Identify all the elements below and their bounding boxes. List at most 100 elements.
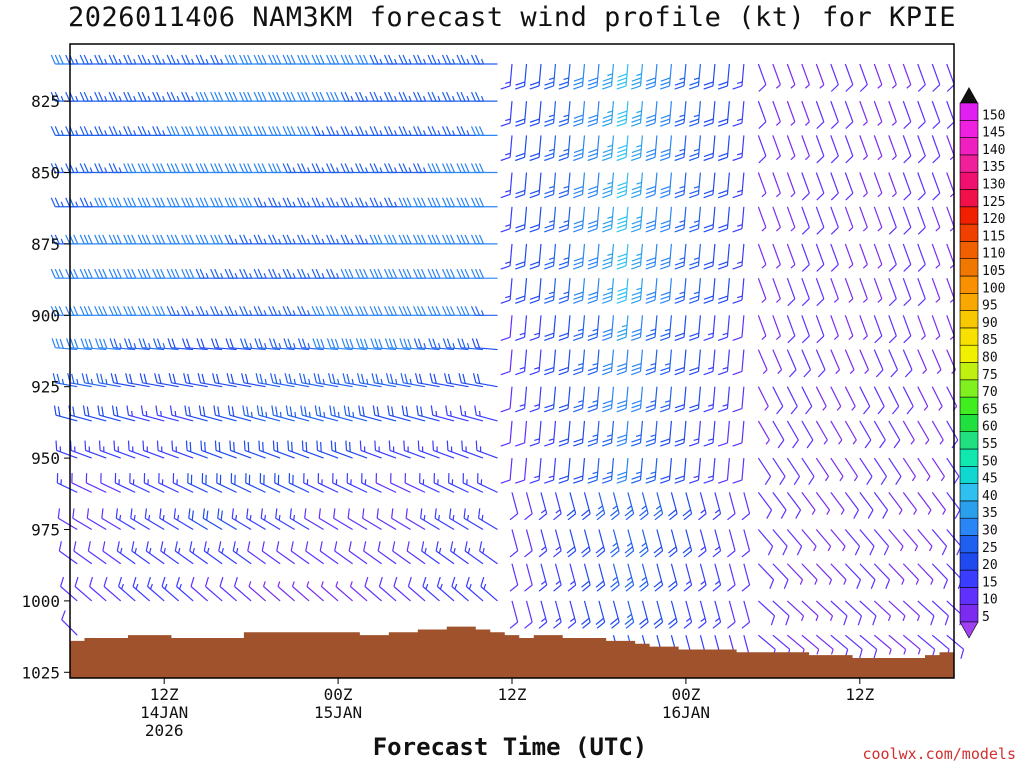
barb-flag-5kt: [722, 404, 728, 407]
barb-staff: [538, 243, 542, 266]
barb-flag-10kt: [602, 156, 612, 162]
barb-flag-10kt: [602, 442, 612, 447]
barb-flag-10kt: [83, 54, 89, 65]
barb-flag-10kt: [203, 91, 209, 102]
barb-flag-10kt: [55, 338, 60, 349]
barb-flag-10kt: [553, 584, 562, 592]
barb-flag-10kt: [587, 370, 598, 376]
barb-flag-5kt: [540, 509, 547, 514]
barb-staff: [202, 517, 223, 531]
barb-flag-10kt: [617, 328, 627, 334]
barb-flag-5kt: [351, 378, 354, 385]
barb-flag-10kt: [659, 299, 670, 304]
barb-flag-5kt: [292, 272, 296, 279]
barb-flag-5kt: [833, 298, 839, 303]
wind-barb: [917, 386, 929, 411]
wind-barb: [143, 473, 165, 493]
barb-flag-10kt: [402, 54, 408, 65]
barb-flag-10kt: [302, 373, 307, 384]
barb-flag-10kt: [103, 576, 108, 587]
barb-staff: [450, 550, 469, 565]
wind-barb: [844, 386, 856, 411]
wind-barb: [616, 386, 629, 413]
wind-barb: [558, 63, 571, 90]
wind-barb: [253, 197, 281, 208]
barb-staff: [844, 457, 858, 477]
barb-flag-10kt: [631, 148, 642, 154]
barb-flag-10kt: [320, 441, 322, 452]
barb-staff: [902, 420, 915, 441]
wind-barb: [917, 243, 926, 272]
barb-flag-10kt: [181, 126, 187, 136]
barb-flag-10kt: [420, 306, 427, 316]
barb-flag-10kt: [888, 264, 897, 272]
barb-flag-10kt: [52, 373, 57, 383]
wind-barb: [254, 338, 281, 351]
wind-barb: [630, 101, 644, 127]
wind-barb: [260, 508, 281, 531]
wind-barb: [573, 349, 586, 376]
barb-flag-10kt: [688, 408, 699, 413]
wind-barb: [602, 243, 615, 270]
barb-flag-10kt: [155, 405, 159, 416]
barb-flag-5kt: [89, 201, 93, 208]
barb-staff: [888, 63, 897, 85]
barb-flag-5kt: [148, 343, 151, 349]
wind-barb: [888, 206, 897, 235]
wind-barb: [515, 458, 528, 484]
barb-staff: [741, 206, 745, 229]
barb-flag-10kt: [291, 441, 293, 452]
barb-flag-10kt: [457, 338, 462, 348]
wind-barb: [741, 563, 751, 592]
barb-flag-10kt: [253, 268, 259, 279]
barb-staff: [888, 420, 901, 441]
barb-flag-10kt: [515, 265, 525, 270]
wind-barb: [204, 576, 223, 602]
barb-flag-10kt: [50, 268, 56, 279]
barb-staff: [786, 349, 797, 371]
barb-flag-10kt: [538, 584, 548, 592]
barb-flag-10kt: [553, 513, 562, 521]
barb-flag-10kt: [330, 91, 336, 102]
wind-barb: [335, 581, 353, 602]
barb-flag-10kt: [287, 338, 292, 349]
barb-flag-10kt: [348, 54, 354, 65]
barb-flag-10kt: [401, 405, 405, 416]
barb-flag-10kt: [674, 299, 685, 304]
barb-flag-10kt: [434, 508, 437, 519]
barb-flag-10kt: [474, 54, 481, 65]
barb-flag-10kt: [474, 234, 481, 245]
barb-flag-5kt: [548, 220, 555, 223]
barb-staff: [176, 586, 194, 602]
barb-flag-10kt: [290, 91, 296, 102]
barb-staff: [451, 586, 469, 602]
wind-barb: [859, 349, 870, 375]
barb-flag-10kt: [311, 268, 317, 279]
wind-barb: [888, 600, 906, 622]
wind-barb: [407, 576, 426, 602]
barb-flag-5kt: [308, 411, 311, 418]
barb-flag-5kt: [350, 238, 354, 245]
barb-flag-10kt: [137, 234, 143, 245]
barb-flag-10kt: [524, 513, 533, 521]
wind-barb: [435, 541, 455, 565]
barb-flag-10kt: [515, 224, 526, 229]
barb-flag-5kt: [650, 434, 656, 438]
wind-barb: [86, 508, 107, 531]
x-tick-label: 14JAN: [140, 703, 188, 722]
barb-flag-10kt: [297, 306, 303, 316]
barb-staff: [683, 243, 687, 266]
wind-barb: [688, 349, 701, 376]
barb-staff: [859, 492, 874, 511]
barb-flag-10kt: [717, 479, 728, 484]
wind-barb: [500, 243, 513, 270]
barb-flag-10kt: [816, 227, 825, 235]
barb-flag-5kt: [480, 58, 485, 65]
barb-staff: [422, 586, 440, 602]
wind-barb: [80, 338, 107, 351]
barb-flag-10kt: [866, 476, 873, 486]
wind-barb: [859, 529, 875, 556]
barb-flag-10kt: [315, 197, 321, 208]
barb-flag-10kt: [170, 91, 176, 102]
barb-flag-10kt: [156, 268, 162, 279]
